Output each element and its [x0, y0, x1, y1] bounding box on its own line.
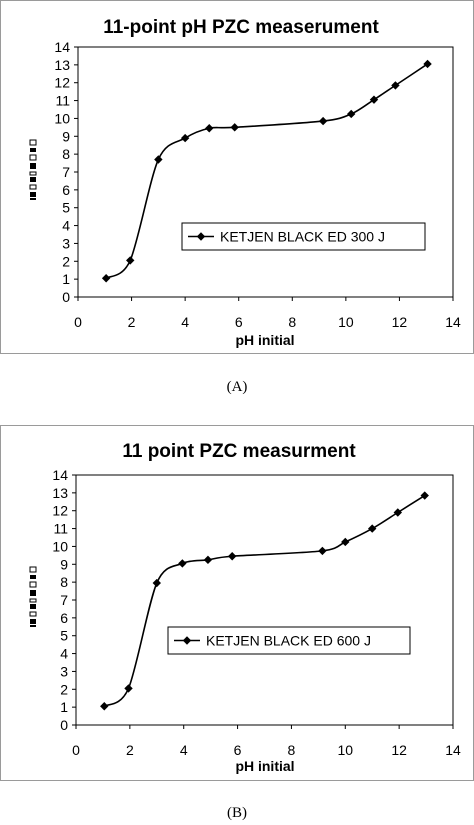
y-tick-label: 5: [60, 628, 68, 644]
x-tick-label: 4: [181, 314, 189, 330]
x-tick-label: 12: [392, 314, 408, 330]
legend-marker-sample: [182, 636, 192, 645]
x-tick-label: 0: [74, 314, 82, 330]
chart-title: 11-point pH PZC measerument: [103, 17, 379, 38]
series-line: [103, 494, 426, 707]
x-tick-label: 6: [235, 314, 243, 330]
data-point-marker: [368, 524, 377, 533]
chart-panel-a: 11-point pH PZC measerument pH initial 0…: [0, 0, 474, 354]
data-point-marker: [101, 274, 111, 283]
y-tick-label: 2: [62, 253, 70, 269]
x-tick-label: 10: [337, 742, 353, 758]
x-tick-label: 4: [180, 742, 188, 758]
x-tick-label: 14: [445, 314, 461, 330]
data-point-marker: [205, 124, 214, 133]
y-axis-label-glyph: [29, 566, 37, 627]
data-point-marker: [369, 95, 379, 104]
y-tick-label: 0: [62, 289, 70, 305]
y-tick-label: 13: [54, 57, 70, 73]
data-point-marker: [318, 116, 328, 126]
data-point-marker: [180, 133, 190, 143]
data-point-marker: [423, 59, 432, 69]
y-tick-label: 13: [52, 485, 68, 501]
y-tick-label: 8: [62, 146, 70, 162]
y-tick-label: 2: [60, 681, 68, 697]
y-tick-label: 0: [60, 717, 68, 733]
y-tick-label: 9: [60, 556, 68, 572]
data-point-marker: [391, 81, 400, 90]
y-tick-label: 14: [52, 467, 68, 483]
y-tick-label: 1: [60, 699, 68, 715]
figure-caption-b: (B): [227, 805, 247, 821]
data-point-marker: [124, 684, 133, 693]
chart-a: 11-point pH PZC measerument pH initial 0…: [29, 17, 461, 348]
data-point-marker: [227, 552, 237, 561]
data-point-marker: [203, 555, 213, 565]
x-tick-label: 2: [128, 314, 136, 330]
data-point-marker: [100, 702, 109, 711]
chart-title: 11 point PZC measurment: [122, 441, 356, 462]
y-tick-label: 6: [62, 182, 70, 198]
y-tick-label: 7: [60, 592, 68, 608]
y-tick-label: 9: [62, 128, 70, 144]
y-tick-label: 3: [62, 235, 70, 251]
y-tick-label: 12: [52, 503, 68, 519]
x-tick-label: 8: [288, 742, 296, 758]
data-point-marker: [318, 546, 327, 556]
x-tick-label: 8: [288, 314, 296, 330]
y-tick-label: 3: [60, 663, 68, 679]
data-point-marker: [341, 537, 350, 547]
data-point-marker: [154, 155, 163, 164]
data-point-marker: [152, 578, 161, 588]
y-tick-label: 11: [53, 521, 68, 537]
x-tick-label: 0: [72, 742, 80, 758]
legend-entry-label: KETJEN BLACK ED 300 J: [220, 229, 385, 245]
data-point-marker: [347, 109, 356, 119]
y-tick-label: 5: [62, 200, 70, 216]
y-tick-label: 4: [60, 646, 68, 662]
y-tick-label: 10: [54, 110, 70, 126]
x-axis-label: pH initial: [235, 332, 294, 348]
y-tick-label: 1: [62, 271, 70, 287]
x-tick-label: 14: [445, 742, 461, 758]
x-tick-label: 10: [338, 314, 354, 330]
data-point-marker: [126, 256, 135, 265]
y-tick-label: 6: [60, 610, 68, 626]
legend-box: [167, 626, 411, 655]
figure-caption-a: (A): [226, 379, 248, 395]
legend-entry-label: KETJEN BLACK ED 600 J: [206, 633, 371, 649]
y-tick-label: 4: [62, 218, 70, 234]
x-tick-label: 6: [234, 742, 242, 758]
y-axis-label-glyph: [29, 139, 37, 200]
y-tick-label: 11: [55, 93, 70, 109]
legend-box: [181, 222, 426, 251]
data-point-marker: [420, 491, 429, 500]
legend-marker-sample: [196, 232, 206, 241]
data-point-marker: [393, 508, 402, 517]
data-point-marker: [178, 559, 187, 568]
y-tick-label: 14: [54, 39, 70, 55]
y-tick-label: 10: [52, 538, 68, 554]
x-tick-label: 12: [391, 742, 407, 758]
y-tick-label: 12: [54, 75, 70, 91]
x-tick-label: 2: [126, 742, 134, 758]
y-tick-label: 8: [60, 574, 68, 590]
y-tick-label: 7: [62, 164, 70, 180]
data-point-marker: [230, 123, 239, 132]
x-axis-label: pH initial: [235, 758, 294, 774]
chart-b: 11 point PZC measurment pH initial 01234…: [29, 441, 461, 774]
